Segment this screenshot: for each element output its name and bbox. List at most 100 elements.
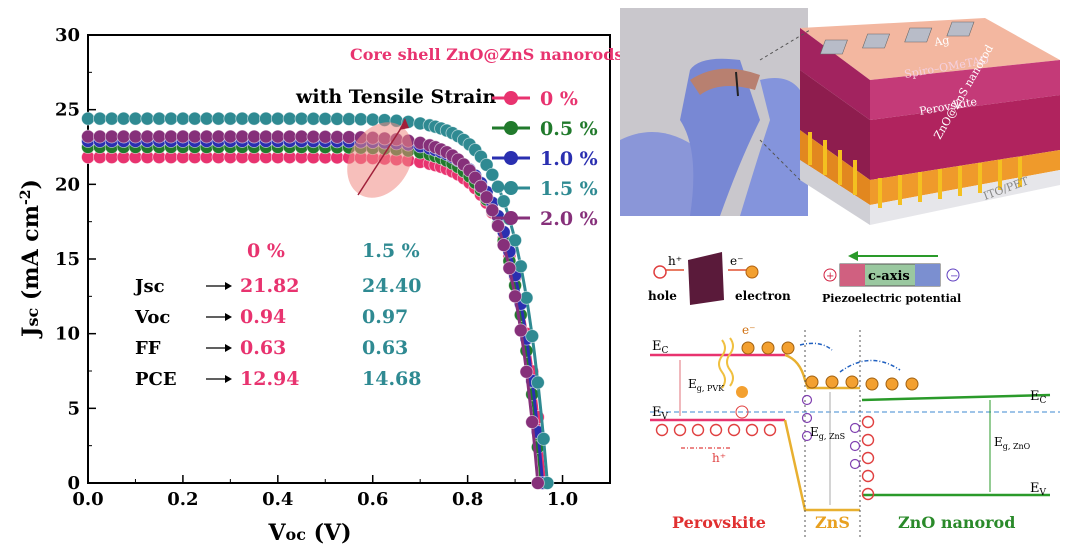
y-axis-label: Jsc (mA cm-2) — [18, 179, 44, 339]
data-point — [318, 129, 333, 144]
data-point — [330, 112, 345, 126]
x-tick-label: 0.6 — [357, 489, 388, 510]
table-row-label: FF — [135, 338, 161, 359]
h-plus-top: h⁺ — [668, 254, 682, 268]
c-axis-label: c-axis — [868, 269, 910, 284]
data-point — [508, 289, 522, 304]
data-point — [282, 111, 297, 126]
data-point — [235, 129, 250, 144]
table-row-label: Voc — [134, 307, 170, 328]
data-point — [318, 111, 333, 126]
data-point — [140, 111, 155, 126]
data-point — [496, 194, 511, 209]
y-tick-label: 0 — [67, 473, 80, 494]
data-point — [128, 129, 143, 144]
data-point — [223, 111, 238, 126]
device-photo — [620, 8, 808, 216]
y-tick-label: 10 — [55, 324, 80, 345]
ec-left: EC — [652, 339, 669, 356]
data-point — [92, 129, 107, 144]
table-header-0: 0 % — [247, 240, 285, 262]
table-value-0: 21.82 — [240, 275, 300, 297]
x-tick-label: 0.0 — [72, 489, 103, 510]
h-plus-bottom: h⁺ — [712, 451, 726, 465]
x-tick-label: 0.2 — [167, 489, 198, 510]
data-point — [140, 129, 155, 144]
data-point — [247, 129, 261, 144]
data-point — [92, 111, 107, 126]
data-point — [152, 129, 167, 144]
data-point — [353, 112, 368, 127]
data-point — [223, 129, 238, 144]
data-point — [164, 111, 178, 126]
table-row-arrowhead — [225, 344, 232, 352]
data-point — [259, 111, 273, 126]
y-tick-label: 15 — [55, 249, 80, 270]
data-point — [176, 111, 190, 126]
table-value-15: 14.68 — [362, 368, 422, 390]
data-point — [104, 111, 119, 126]
perovskite-crystal-icon — [688, 252, 724, 305]
data-point — [81, 129, 95, 144]
series-20 — [81, 129, 545, 490]
data-point — [525, 329, 540, 343]
legend-marker — [504, 211, 518, 225]
piezo-label: Piezoelectric potential — [822, 292, 961, 305]
data-point — [306, 111, 321, 126]
chart-title: Core shell ZnO@ZnS nanorods — [350, 45, 623, 64]
data-point — [513, 323, 528, 338]
strain-arrowhead — [399, 118, 409, 130]
legend-marker — [504, 181, 518, 195]
legend: 0 % 0.5 % 1.0 % 1.5 % 2.0 % — [492, 88, 598, 230]
y-tick-label: 30 — [55, 25, 80, 46]
table-row-arrowhead — [225, 375, 232, 383]
data-point — [485, 167, 500, 182]
data-point — [294, 111, 309, 126]
data-point — [128, 111, 143, 126]
data-point — [116, 129, 131, 144]
jv-curves — [81, 111, 555, 490]
table-value-0: 0.94 — [240, 306, 286, 328]
data-point — [176, 129, 190, 144]
ev-right: EV — [1030, 481, 1047, 498]
zno-label: ZnO nanorod — [898, 513, 1015, 532]
x-tick-label: 0.8 — [452, 489, 483, 510]
parameter-table: 0 % 1.5 % Jsc 21.82 24.40 Voc 0.94 0.97 FF 0.63 0.… — [133, 240, 422, 390]
legend-label: 0.5 % — [540, 118, 598, 140]
data-point — [479, 190, 494, 205]
table-value-0: 0.63 — [240, 337, 286, 359]
band-diagram: h⁺ e⁻ hole electron c-axis + − Piezoelec… — [648, 251, 1060, 540]
electron-label: electron — [735, 289, 791, 303]
ev-left: EV — [652, 405, 669, 422]
data-point — [330, 130, 345, 144]
axis-ticks: 0.0 0.2 0.4 0.6 0.8 1.0 0 5 10 15 20 25 30 — [55, 25, 611, 510]
data-point — [519, 364, 534, 379]
data-point — [365, 112, 380, 127]
ec-right: EC — [1030, 389, 1047, 406]
table-header-15: 1.5 % — [362, 240, 420, 262]
legend-marker — [504, 91, 518, 105]
y-tick-label: 5 — [67, 398, 80, 419]
legend-marker — [504, 121, 518, 135]
data-point — [294, 129, 309, 144]
table-row-arrowhead — [225, 282, 232, 290]
legend-title: with Tensile Strain — [295, 86, 497, 108]
data-point — [519, 290, 534, 305]
data-point — [502, 261, 517, 276]
e-minus-top: e⁻ — [730, 254, 743, 268]
layer-ag: Ag — [932, 34, 950, 50]
table-row-label: Jsc — [133, 276, 165, 297]
strain-arrow — [357, 121, 406, 196]
data-point — [187, 111, 202, 126]
data-point — [199, 111, 214, 126]
data-point — [525, 415, 540, 429]
legend-label: 0 % — [540, 88, 578, 110]
table-value-0: 12.94 — [240, 368, 300, 390]
table-value-15: 0.63 — [362, 337, 408, 359]
y-tick-label: 25 — [55, 100, 80, 121]
data-point — [152, 111, 167, 126]
hole-label: hole — [648, 289, 677, 303]
data-point — [485, 203, 500, 218]
data-point — [342, 130, 356, 145]
legend-marker — [504, 151, 518, 165]
